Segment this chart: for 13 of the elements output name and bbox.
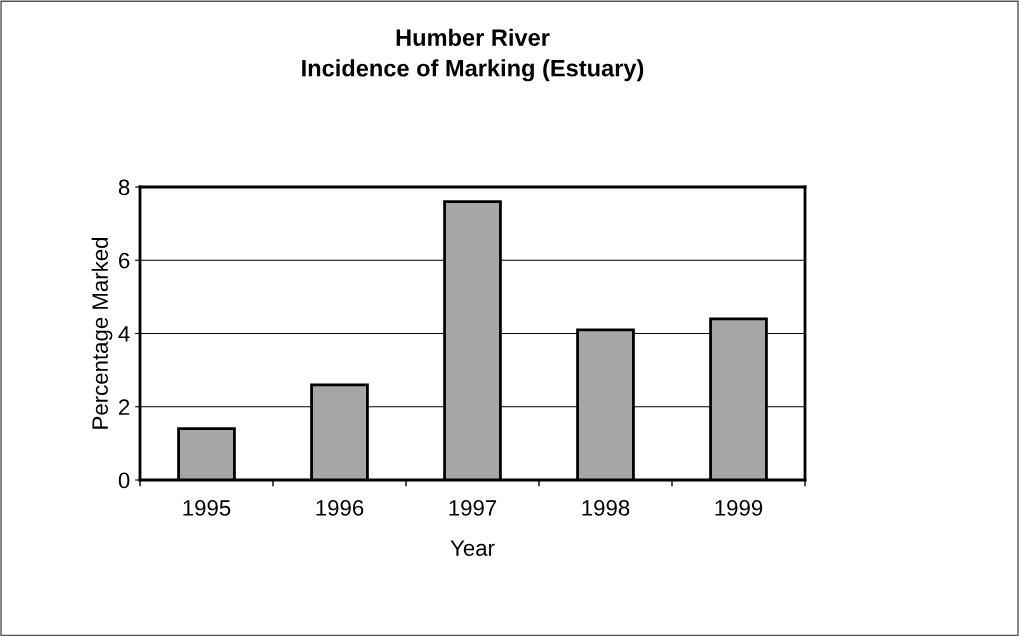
y-tick-label: 0 bbox=[118, 472, 130, 489]
y-tick-label: 6 bbox=[119, 252, 130, 269]
x-tick-label: 1997 bbox=[449, 500, 497, 516]
x-axis-title: Year bbox=[450, 540, 495, 556]
y-tick-label: 8 bbox=[118, 179, 130, 196]
x-tick-label: 1996 bbox=[316, 500, 364, 516]
y-tick-label: 2 bbox=[119, 399, 130, 415]
x-tick-label: 1999 bbox=[715, 500, 763, 516]
y-tick-label: 4 bbox=[118, 326, 130, 342]
x-tick-label: 1998 bbox=[582, 500, 630, 516]
y-axis-title: Percentage Marked bbox=[91, 237, 113, 429]
x-tick-label: 1995 bbox=[183, 500, 231, 516]
chart-title: Humber River Incidence of Marking (Estuary) bbox=[302, 28, 644, 82]
